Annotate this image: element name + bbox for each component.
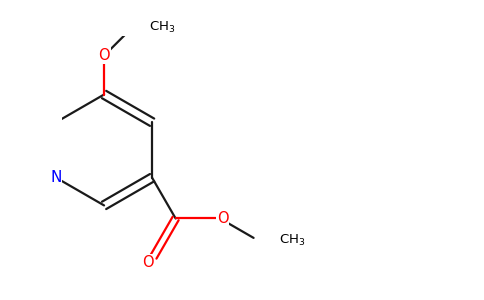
Text: O: O — [217, 211, 228, 226]
Text: N: N — [50, 170, 62, 185]
Text: O: O — [98, 48, 110, 63]
Text: CH$_3$: CH$_3$ — [279, 233, 305, 248]
Text: O: O — [142, 255, 154, 270]
Text: CH$_3$: CH$_3$ — [149, 20, 175, 35]
